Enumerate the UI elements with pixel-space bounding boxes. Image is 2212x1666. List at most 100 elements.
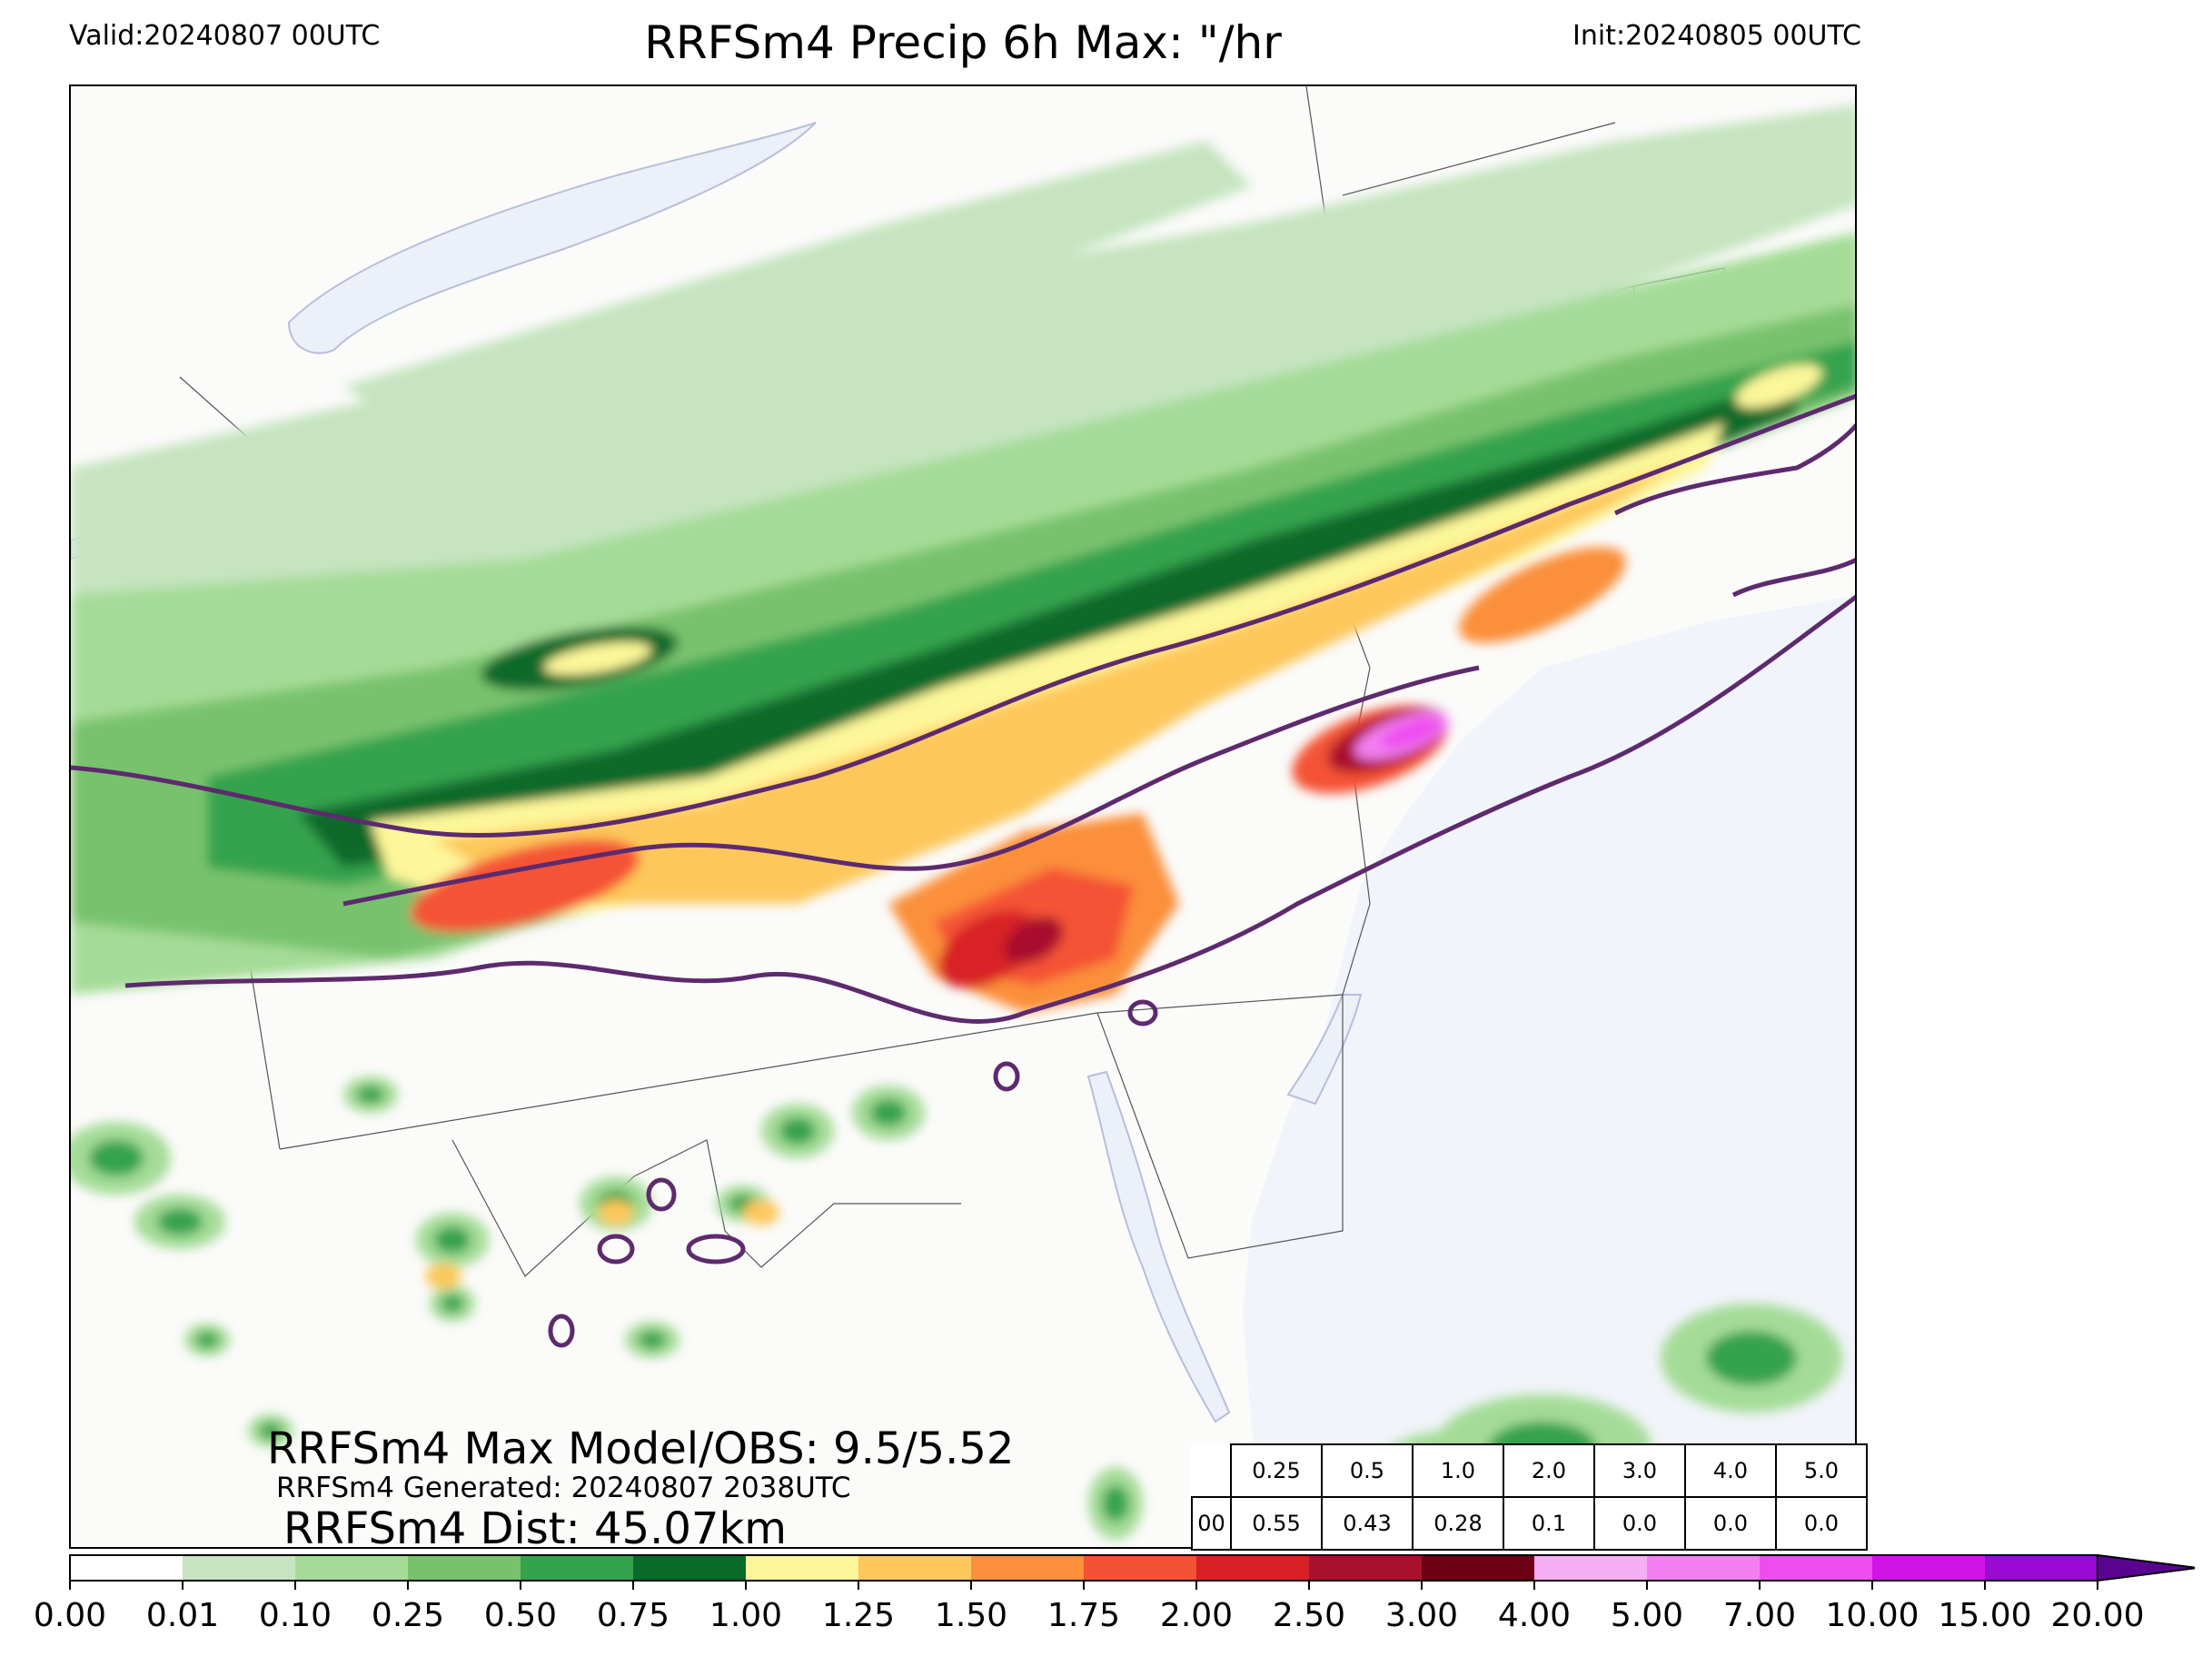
precip-scatter-core (357, 1086, 384, 1104)
precip-scatter-core (434, 1226, 471, 1254)
score-cell: 0.0 (1593, 1496, 1686, 1551)
precip-pa-peak (1004, 917, 1064, 964)
colorbar-segment (1196, 1555, 1309, 1581)
colorbar-segment (746, 1555, 858, 1581)
precip-scatter-core (157, 1208, 203, 1235)
obs-contour-ring (597, 1234, 635, 1264)
precip-wpa-red (411, 838, 640, 933)
score-cell: 0.1 (1503, 1496, 1595, 1551)
threshold-cell: 0.25 (1230, 1443, 1323, 1498)
atlantic-ocean (1243, 595, 1855, 1547)
colorbar-tick-label: 15.00 (1938, 1597, 2032, 1634)
precip-field (71, 104, 1855, 1547)
precip-scatter-core (89, 1140, 144, 1176)
precip-scatter-core (779, 1117, 816, 1145)
threshold-cell: 4.0 (1684, 1443, 1777, 1498)
precip-north-cell-core (543, 641, 652, 676)
empty-cell (1192, 1444, 1231, 1497)
colorbar-tick-label: 1.50 (934, 1597, 1008, 1634)
precip-ne-yellow (1735, 363, 1822, 409)
precip-core-green (298, 377, 1797, 868)
colorbar-segment (858, 1555, 971, 1581)
threshold-row: 0.25 0.5 1.0 2.0 3.0 4.0 5.0 (1192, 1443, 1868, 1498)
threshold-cell: 1.0 (1412, 1443, 1504, 1498)
precip-pa-max (938, 910, 1038, 988)
obs-contour (1731, 558, 1855, 598)
precip-band-light (71, 104, 1855, 650)
threshold-cell: 5.0 (1775, 1443, 1868, 1498)
colorbar-segment (1084, 1555, 1196, 1581)
colorbar-extend-arrow (2097, 1553, 2195, 1582)
threshold-cell: 2.0 (1503, 1443, 1595, 1498)
colorbar-segment (1309, 1555, 1422, 1581)
colorbar-tick-label: 1.00 (709, 1597, 783, 1634)
precip-scatter-core (639, 1331, 666, 1349)
max-model-obs: RRFSm4 Max Model/OBS: 9.5/5.52 (267, 1423, 1015, 1474)
threshold-cell: 3.0 (1593, 1443, 1686, 1498)
colorbar-segment (183, 1555, 295, 1581)
colorbar-segment (1534, 1555, 1647, 1581)
obs-contour-ring (1127, 999, 1158, 1026)
colorbar-tick-label: 0.25 (371, 1597, 445, 1634)
obs-contour-ring (548, 1314, 575, 1348)
obs-contour (342, 665, 1480, 907)
lake-ontario (287, 122, 817, 354)
colorbar-segment (295, 1555, 408, 1581)
colorbar-segment (633, 1555, 746, 1581)
colorbar (69, 1553, 2195, 1590)
precip-scatter-core (441, 1294, 464, 1313)
distance-stat: RRFSm4 Dist: 45.07km (283, 1503, 788, 1554)
colorbar-tick-label: 0.01 (145, 1597, 220, 1634)
map-canvas (71, 86, 1855, 1547)
colorbar-tick-label: 7.00 (1722, 1597, 1797, 1634)
colorbar-segment (1647, 1555, 1760, 1581)
colorbar-segment (1872, 1555, 1985, 1581)
colorbar-segment (971, 1555, 1084, 1581)
colorbar-tick-label: 2.00 (1159, 1597, 1234, 1634)
precip-scatter-core (1102, 1485, 1129, 1522)
precip-scatter-core (1706, 1331, 1797, 1385)
precip-scatter-hot (425, 1264, 461, 1289)
valid-time: Valid:20240807 00UTC (69, 20, 381, 52)
precip-scatter-core (259, 1423, 283, 1439)
row-label: 00 (1191, 1496, 1232, 1551)
precip-band-north (343, 141, 1252, 450)
obs-contour (1613, 422, 1855, 516)
colorbar-tick-label: 0.00 (33, 1597, 107, 1634)
obs-contour-ring (993, 1061, 1020, 1092)
score-table: 0.25 0.5 1.0 2.0 3.0 4.0 5.0 00 0.55 0.4… (1191, 1443, 1868, 1551)
generated-time: RRFSm4 Generated: 20240807 2038UTC (276, 1472, 851, 1504)
colorbar-segment (521, 1555, 633, 1581)
precip-scatter-core (195, 1332, 219, 1348)
colorbar-segment (1760, 1555, 1872, 1581)
colorbar-tick-label: 2.50 (1272, 1597, 1346, 1634)
precip-nj-magenta (1380, 718, 1442, 749)
colorbar-tick-label: 4.00 (1497, 1597, 1572, 1634)
colorbar-tick-label: 3.00 (1384, 1597, 1459, 1634)
score-cell: 0.28 (1412, 1496, 1504, 1551)
score-cell: 0.55 (1230, 1496, 1323, 1551)
colorbar-tick-label: 0.10 (258, 1597, 332, 1634)
precip-ny-orange (1459, 547, 1626, 643)
colorbar-tick-label: 0.75 (596, 1597, 670, 1634)
obs-contour (124, 594, 1855, 1024)
init-time: Init:20240805 00UTC (1572, 20, 1861, 52)
precip-scatter-hot (743, 1200, 779, 1225)
score-row: 00 0.55 0.43 0.28 0.1 0.0 0.0 0.0 (1191, 1496, 1868, 1551)
colorbar-tick-label: 5.00 (1610, 1597, 1684, 1634)
colorbar-tick-label: 10.00 (1825, 1597, 1919, 1634)
chesapeake-bay (1086, 1070, 1231, 1423)
obs-contour-ring (646, 1177, 677, 1212)
score-cell: 0.43 (1321, 1496, 1413, 1551)
threshold-cell: 0.5 (1321, 1443, 1413, 1498)
precip-core-yellow (371, 422, 1724, 922)
colorbar-tick-label: 1.25 (821, 1597, 896, 1634)
colorbar-segment (1422, 1555, 1534, 1581)
obs-contour (71, 393, 1855, 838)
colorbar-tick-label: 0.50 (483, 1597, 558, 1634)
colorbar-segment (408, 1555, 521, 1581)
score-cell: 0.0 (1684, 1496, 1777, 1551)
chart-title: RRFSm4 Precip 6h Max: "/hr (644, 16, 1282, 69)
obs-contours (71, 393, 1855, 1348)
colorbar-tick-label: 1.75 (1046, 1597, 1121, 1634)
